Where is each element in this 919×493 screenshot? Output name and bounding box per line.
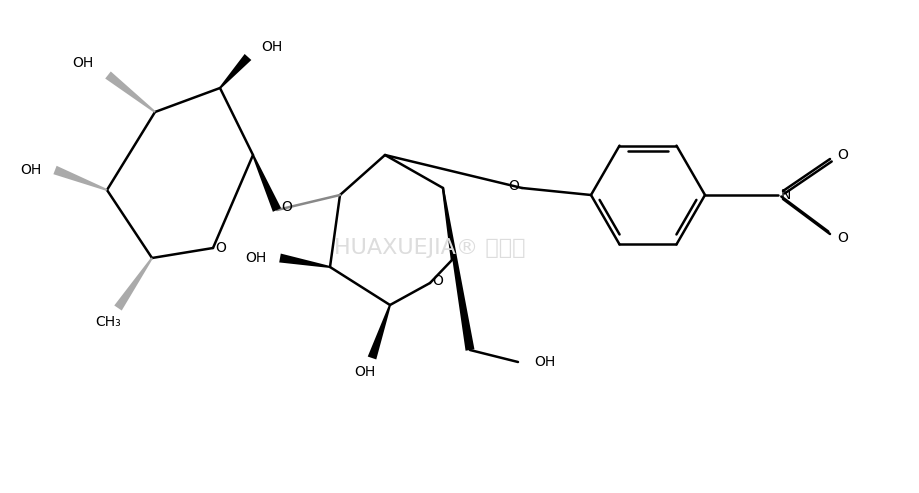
Text: HUAXUEJIA® 化学加: HUAXUEJIA® 化学加 (334, 238, 525, 258)
Text: OH: OH (245, 251, 267, 265)
Text: OH: OH (533, 355, 555, 369)
Polygon shape (278, 253, 330, 268)
Text: CH₃: CH₃ (95, 315, 120, 329)
Text: O: O (836, 148, 847, 162)
Polygon shape (252, 155, 281, 212)
Text: O: O (508, 179, 519, 193)
Text: OH: OH (354, 365, 375, 379)
Text: O: O (432, 274, 443, 288)
Polygon shape (114, 257, 153, 311)
Text: O: O (281, 200, 292, 214)
Text: O: O (215, 241, 226, 255)
Text: O: O (836, 231, 847, 245)
Polygon shape (219, 54, 251, 89)
Text: OH: OH (73, 56, 94, 70)
Text: OH: OH (261, 40, 282, 54)
Polygon shape (105, 71, 155, 113)
Polygon shape (368, 305, 391, 359)
Text: N: N (780, 188, 790, 202)
Polygon shape (441, 188, 474, 351)
Polygon shape (53, 166, 108, 191)
Text: OH: OH (21, 163, 42, 177)
